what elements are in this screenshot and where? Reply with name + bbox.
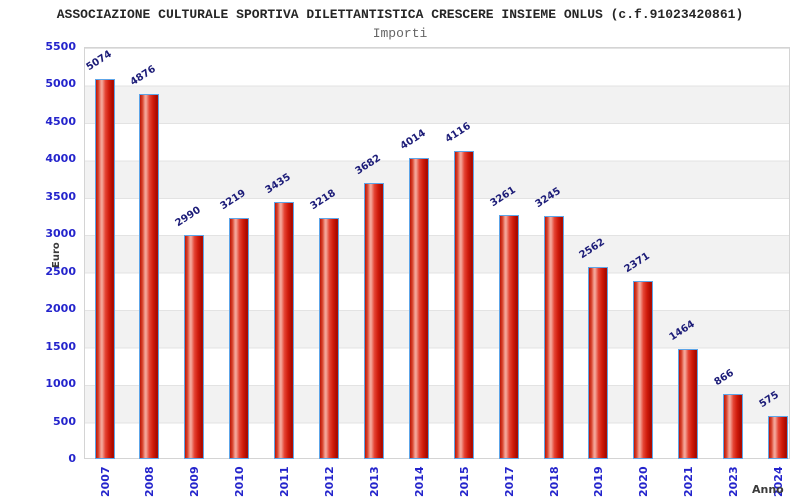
y-tick-label: 5500 <box>45 40 76 53</box>
bar-2013 <box>363 183 384 459</box>
bar-2014 <box>408 158 429 459</box>
bar-2023 <box>723 394 744 459</box>
x-tick-label: 2020 <box>637 466 651 497</box>
y-tick-label: 4000 <box>45 152 76 166</box>
x-tick-label: 2018 <box>547 466 561 497</box>
bar-2018 <box>543 215 564 459</box>
bar-2009 <box>184 235 205 459</box>
x-tick-label: 2015 <box>457 466 471 497</box>
x-tick-label: 2012 <box>323 466 336 497</box>
y-tick-label: 5000 <box>45 77 76 91</box>
y-tick-label: 3000 <box>45 227 76 241</box>
y-tick-label: 2500 <box>45 264 76 278</box>
x-axis-title: Anno <box>752 483 784 496</box>
bar-2017 <box>498 214 519 459</box>
x-tick-label: 2013 <box>367 466 381 497</box>
chart-title: ASSOCIAZIONE CULTURALE SPORTIVA DILETTAN… <box>56 7 744 22</box>
x-tick-label: 2008 <box>143 466 157 497</box>
x-tick-label: 2009 <box>188 466 202 497</box>
x-tick-label: 2019 <box>592 466 606 497</box>
bar-2020 <box>633 281 654 459</box>
x-tick-label: 2007 <box>98 466 112 497</box>
bar-2021 <box>678 349 699 459</box>
y-tick-label: 3500 <box>45 189 76 203</box>
y-tick-label: 2000 <box>45 302 76 316</box>
bar-2012 <box>319 217 339 459</box>
bar-2019 <box>588 267 609 459</box>
chart-subtitle: Importi <box>372 26 428 41</box>
x-tick-label: 2010 <box>233 466 247 497</box>
bar-2008 <box>139 93 160 459</box>
bar-2007 <box>94 78 115 459</box>
y-tick-label: 500 <box>53 414 76 428</box>
bar-2015 <box>453 150 474 459</box>
bar-2024 <box>768 415 788 459</box>
x-tick-label: 2014 <box>412 466 426 497</box>
x-tick-label: 2023 <box>727 466 741 497</box>
y-tick-label: 0 <box>68 452 76 465</box>
y-tick-label: 4500 <box>45 114 76 128</box>
y-axis-title: Euro <box>51 242 62 268</box>
x-tick-label: 2021 <box>682 466 696 497</box>
bar-2011 <box>274 201 295 459</box>
x-tick-label: 2017 <box>502 466 516 497</box>
x-tick-label: 2011 <box>278 466 292 497</box>
y-tick-label: 1500 <box>45 339 76 353</box>
bar-2010 <box>229 217 250 459</box>
y-tick-label: 1000 <box>45 377 76 391</box>
